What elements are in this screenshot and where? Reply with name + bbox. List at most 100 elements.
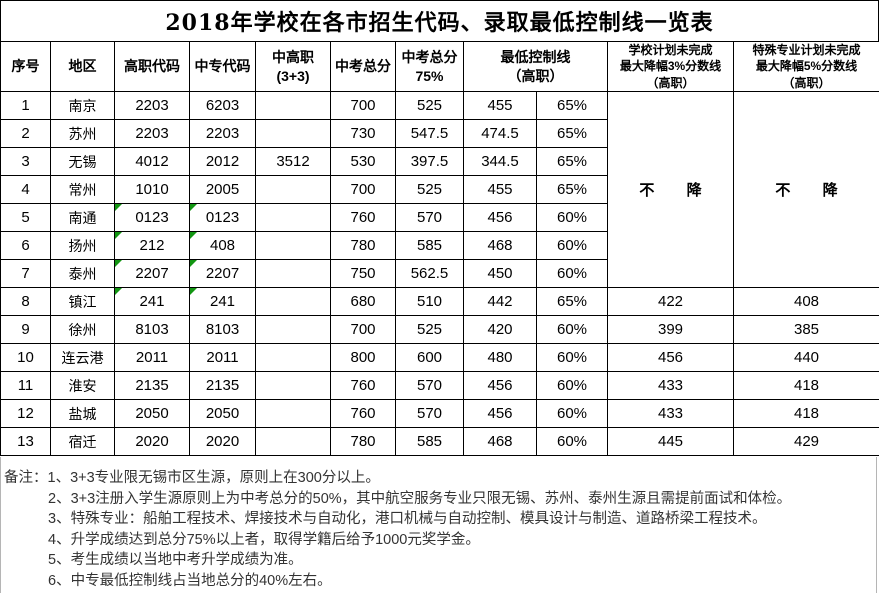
cell-min-pct: 60% [536,427,608,456]
note-line: 备注：1、3+3专业限无锡市区生源，原则上在300分以上。 [4,468,879,489]
cell-total: 760 [330,203,396,232]
cell-drop3: 433 [607,399,734,428]
cell-total75: 525 [395,175,464,204]
col-header-drop5: 特殊专业计划未完成 最大降幅5%分数线 （高职） [733,41,879,92]
cell-zz-code: 2005 [189,175,256,204]
cell-min-line: 344.5 [463,147,537,176]
cell-zz-code: 2020 [189,427,256,456]
sheet-edge-right [876,457,877,593]
cell-gz-code: 4012 [114,147,190,176]
cell-zgz [255,91,331,120]
note-line: 4、升学成绩达到总分75%以上者，取得学籍后给予1000元奖学金。 [48,531,480,548]
cell-total: 800 [330,343,396,372]
cell-drop5: 385 [733,315,879,344]
cell-zgz [255,427,331,456]
cell-zz-code: 0123 [189,203,256,232]
cell-total75: 585 [395,427,464,456]
cell-min-pct: 60% [536,203,608,232]
cell-total75: 600 [395,343,464,372]
table-row: 5 南通 0123 0123 760 570 456 60% [0,203,879,232]
cell-total: 750 [330,259,396,288]
cell-zgz [255,315,331,344]
table-row: 1 南京 2203 6203 700 525 455 65% 不 降不 降 [0,91,879,288]
table-row: 13 宿迁 2020 2020 780 585 468 60% 445 429 [0,427,879,456]
cell-region: 常州 [50,175,115,204]
cell-zz-code: 2135 [189,371,256,400]
cell-drop5: 408 [733,287,879,316]
cell-min-pct: 65% [536,147,608,176]
cell-no: 5 [0,203,51,232]
col-header-drop3: 学校计划未完成 最大降幅3%分数线 （高职） [607,41,734,92]
cell-min-pct: 65% [536,175,608,204]
col-header-region: 地区 [50,41,115,92]
cell-zz-code: 408 [189,231,256,260]
cell-zz-code: 241 [189,287,256,316]
cell-total75: 585 [395,231,464,260]
cell-gz-code: 2020 [114,427,190,456]
cell-no: 8 [0,287,51,316]
cell-min-line: 442 [463,287,537,316]
cell-gz-code: 2011 [114,343,190,372]
cell-zgz [255,399,331,428]
table-row: 9 徐州 8103 8103 700 525 420 60% 399 385 [0,315,879,344]
cell-gz-code: 1010 [114,175,190,204]
cell-min-line: 468 [463,427,537,456]
cell-min-pct: 60% [536,231,608,260]
cell-drop3: 433 [607,371,734,400]
cell-no: 13 [0,427,51,456]
cell-total: 700 [330,175,396,204]
cell-gz-code: 2203 [114,119,190,148]
note-line: 5、考生成绩以当地中考升学成绩为准。 [48,552,303,568]
cell-gz-code: 2135 [114,371,190,400]
col-header-zz-code: 中专代码 [189,41,256,92]
col-header-no: 序号 [0,41,51,92]
cell-zgz [255,119,331,148]
cell-zgz [255,203,331,232]
cell-total: 700 [330,91,396,120]
cell-region: 连云港 [50,343,115,372]
cell-drop5: 440 [733,343,879,372]
cell-gz-code: 2207 [114,259,190,288]
cell-total: 760 [330,399,396,428]
cell-min-pct: 60% [536,399,608,428]
cell-no: 12 [0,399,51,428]
cell-zgz [255,287,331,316]
note-text: 1、3+3专业限无锡市区生源，原则上在300分以上。 [47,470,380,486]
col-header-gz-code: 高职代码 [114,41,190,92]
cell-drop3-no-drop-merged: 不 降 [607,91,734,288]
table-row: 11 淮安 2135 2135 760 570 456 60% 433 418 [0,371,879,400]
cell-no: 6 [0,231,51,260]
cell-zz-code: 2011 [189,343,256,372]
cell-drop5-no-drop-merged: 不 降 [733,91,879,288]
cell-total: 760 [330,371,396,400]
table-body: 1 南京 2203 6203 700 525 455 65% 不 降不 降 2 苏州 2203 2203… [0,91,879,456]
notes-label: 备注： [4,470,48,486]
admission-table: 序号 地区 高职代码 中专代码 中高职 (3+3) 中考总分 中考总分 75% … [0,41,879,456]
cell-zgz: 3512 [255,147,331,176]
cell-region: 宿迁 [50,427,115,456]
cell-region: 镇江 [50,287,115,316]
cell-total: 530 [330,147,396,176]
cell-gz-code: 0123 [114,203,190,232]
cell-drop3: 456 [607,343,734,372]
cell-min-line: 456 [463,399,537,428]
cell-min-pct: 65% [536,119,608,148]
cell-total75: 525 [395,91,464,120]
cell-total: 780 [330,231,396,260]
cell-gz-code: 241 [114,287,190,316]
cell-min-pct: 60% [536,259,608,288]
cell-zz-code: 8103 [189,315,256,344]
note-line: 3、特殊专业：船舶工程技术、焊接技术与自动化，港口机械与自动控制、模具设计与制造… [48,511,767,527]
cell-region: 扬州 [50,231,115,260]
cell-zz-code: 2012 [189,147,256,176]
cell-no: 9 [0,315,51,344]
cell-region: 泰州 [50,259,115,288]
cell-no: 10 [0,343,51,372]
cell-no: 4 [0,175,51,204]
cell-min-line: 450 [463,259,537,288]
cell-total75: 547.5 [395,119,464,148]
notes: 备注：1、3+3专业限无锡市区生源，原则上在300分以上。 2、3+3注册入学生… [0,468,879,591]
cell-drop5: 418 [733,371,879,400]
cell-min-pct: 65% [536,91,608,120]
cell-gz-code: 2050 [114,399,190,428]
